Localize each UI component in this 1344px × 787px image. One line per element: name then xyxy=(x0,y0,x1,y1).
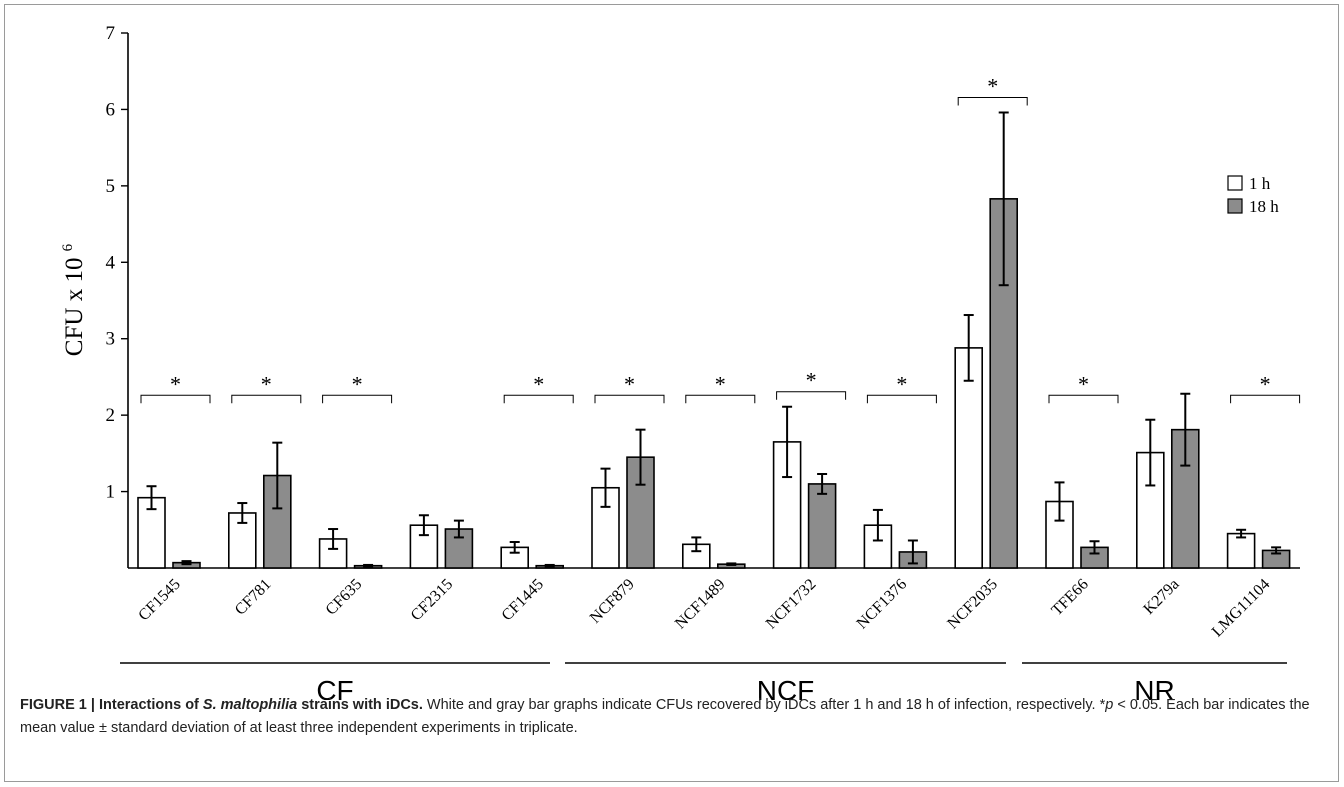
y-tick-label-1: 1 xyxy=(106,482,116,503)
significance-bracket-NCF1732 xyxy=(776,391,847,400)
y-tick-label-2: 2 xyxy=(106,405,116,426)
group-label-NR: NR xyxy=(1134,675,1174,700)
group-label-CF: CF xyxy=(316,675,353,700)
significance-star-NCF1489: * xyxy=(715,371,726,396)
significance-bracket-CF635 xyxy=(322,394,393,404)
significance-bracket-NCF2035 xyxy=(957,96,1028,106)
bar-NCF1376-0 xyxy=(863,524,893,569)
x-tick-label-CF2315: CF2315 xyxy=(408,576,456,624)
bar-NCF2035-0 xyxy=(954,347,984,569)
figure-caption: FIGURE 1 | Interactions of S. maltophili… xyxy=(20,694,1320,740)
y-tick-label-3: 3 xyxy=(106,329,116,350)
significance-star-TFE66: * xyxy=(1078,371,1089,396)
significance-bracket-TFE66 xyxy=(1048,394,1119,404)
significance-star-CF1545: * xyxy=(170,371,181,396)
bar-CF2315-0 xyxy=(409,524,439,569)
x-tick-label-CF781: CF781 xyxy=(232,576,275,619)
bar-LMG11104-0 xyxy=(1226,532,1256,569)
significance-star-LMG11104: * xyxy=(1260,371,1271,396)
bar-NCF1732-1 xyxy=(807,483,837,569)
bar-chart: 1 2 3 4 5 6 7 CFU x 10 6 CF1545 * CF781 * CF635 * CF23… xyxy=(60,23,1301,700)
x-tick-label-NCF1376: NCF1376 xyxy=(854,576,911,633)
caption-lead-a: FIGURE 1 | Interactions of xyxy=(20,697,203,713)
caption-p: p xyxy=(1105,697,1114,713)
y-tick-label-4: 4 xyxy=(106,252,116,273)
significance-bracket-NCF879 xyxy=(594,394,665,404)
significance-bracket-LMG11104 xyxy=(1230,394,1301,404)
significance-star-CF1445: * xyxy=(533,371,544,396)
y-axis-label: CFU x 10 6 xyxy=(60,243,88,356)
caption-body-b: < 0.05. Each bar indicates the mean valu… xyxy=(20,697,1310,736)
significance-bracket-NCF1489 xyxy=(685,394,756,404)
significance-bracket-CF1445 xyxy=(503,394,574,404)
x-tick-label-NCF1489: NCF1489 xyxy=(672,576,729,633)
x-tick-label-CF1545: CF1545 xyxy=(135,576,183,624)
significance-star-CF781: * xyxy=(261,371,272,396)
significance-bracket-NCF1376 xyxy=(866,394,937,404)
x-tick-label-NCF1732: NCF1732 xyxy=(763,576,820,633)
legend-swatch-1 xyxy=(1227,198,1243,214)
x-tick-label-CF1445: CF1445 xyxy=(499,576,547,624)
x-tick-label-LMG11104: LMG11104 xyxy=(1209,576,1274,641)
legend-label-0: 1 h xyxy=(1249,174,1271,193)
x-tick-label-NCF2035: NCF2035 xyxy=(944,576,1001,633)
group-label-NCF: NCF xyxy=(757,675,815,700)
significance-star-NCF879: * xyxy=(624,371,635,396)
legend-label-1: 18 h xyxy=(1249,197,1279,216)
legend-swatch-0 xyxy=(1227,175,1243,191)
y-axis-label-exponent: 6 xyxy=(60,243,76,251)
significance-star-NCF1376: * xyxy=(896,371,907,396)
x-tick-label-NCF879: NCF879 xyxy=(587,576,638,627)
significance-bracket-CF781 xyxy=(231,394,302,404)
significance-star-NCF2035: * xyxy=(987,73,998,98)
significance-bracket-CF1545 xyxy=(140,394,211,404)
caption-lead: FIGURE 1 | Interactions of S. maltophili… xyxy=(20,697,423,713)
y-tick-label-6: 6 xyxy=(106,99,116,120)
x-tick-label-TFE66: TFE66 xyxy=(1048,576,1091,619)
caption-body-a: White and gray bar graphs indicate CFUs … xyxy=(422,697,1106,713)
y-tick-label-7: 7 xyxy=(106,23,116,44)
significance-star-NCF1732: * xyxy=(806,368,817,393)
x-tick-label-K279a: K279a xyxy=(1140,576,1182,618)
caption-lead-b: strains with iDCs. xyxy=(297,697,423,713)
significance-star-CF635: * xyxy=(352,371,363,396)
y-tick-label-5: 5 xyxy=(106,176,116,197)
caption-species: S. maltophilia xyxy=(202,697,298,713)
figure-frame xyxy=(4,4,1339,782)
x-tick-label-CF635: CF635 xyxy=(323,576,366,619)
